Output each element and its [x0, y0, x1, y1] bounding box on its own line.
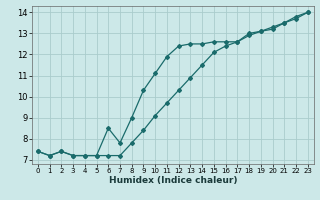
X-axis label: Humidex (Indice chaleur): Humidex (Indice chaleur) [108, 176, 237, 185]
